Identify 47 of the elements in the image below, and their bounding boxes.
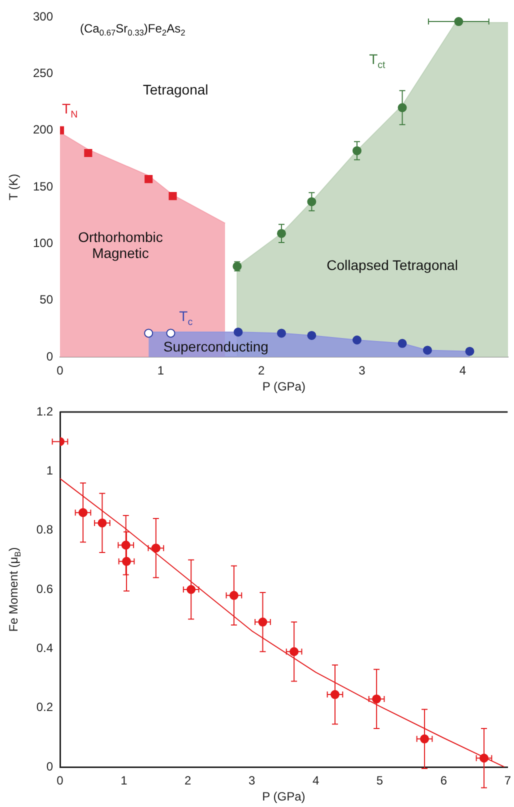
point	[168, 192, 177, 200]
x-tick-label: 3	[248, 774, 256, 788]
y-tick-label: 0	[46, 349, 54, 364]
x-tick-label: 4	[312, 774, 320, 788]
point	[465, 346, 474, 356]
x-axis-title: P (GPa)	[262, 789, 306, 804]
y-tick-label: 200	[32, 122, 54, 137]
y-tick-label: 300	[32, 9, 54, 24]
point	[144, 175, 153, 184]
y-tick-label: 0.2	[36, 700, 54, 714]
x-axis-title: P (GPa)	[262, 379, 306, 394]
point	[234, 328, 243, 337]
y-tick-label: 0.4	[36, 640, 54, 655]
x-tick-label: 1	[157, 364, 164, 378]
y-tick-label: 150	[32, 179, 54, 194]
point	[422, 346, 432, 355]
y-tick-label: 0.6	[36, 582, 54, 596]
y-tick-label: 50	[40, 292, 54, 307]
point	[166, 328, 176, 338]
x-tick-label: 2	[258, 364, 266, 378]
point	[144, 328, 154, 338]
annotation: Orthorhombic Magnetic	[78, 228, 163, 261]
point	[276, 328, 286, 338]
x-tick-label: 2	[184, 774, 192, 788]
annotation: Tetragonal	[142, 82, 208, 98]
y-tick-label: 1.2	[36, 404, 54, 418]
x-tick-label: 0	[56, 364, 64, 378]
x-tick-label: 6	[440, 774, 448, 788]
y-tick-label: 250	[32, 66, 54, 80]
y-axis-title: T (K)	[6, 174, 20, 200]
point	[307, 330, 316, 340]
y-tick-label: 100	[32, 236, 54, 250]
y-axis-title: Fe Moment (μB)	[6, 547, 23, 632]
x-tick-label: 4	[459, 364, 466, 378]
x-tick-label: 7	[504, 774, 512, 788]
x-tick-label: 1	[120, 774, 128, 788]
y-tick-label: 0.8	[36, 522, 54, 537]
point	[84, 148, 92, 158]
x-tick-label: 3	[358, 364, 366, 378]
y-tick-label: 1	[46, 463, 54, 478]
y-tick-label: 0	[46, 759, 54, 774]
annotation: Collapsed Tetragonal	[326, 257, 458, 274]
point	[352, 336, 362, 344]
point	[398, 338, 407, 348]
x-tick-label: 0	[56, 774, 64, 788]
x-tick-label: 5	[376, 774, 384, 788]
annotation: Superconducting	[163, 338, 268, 355]
